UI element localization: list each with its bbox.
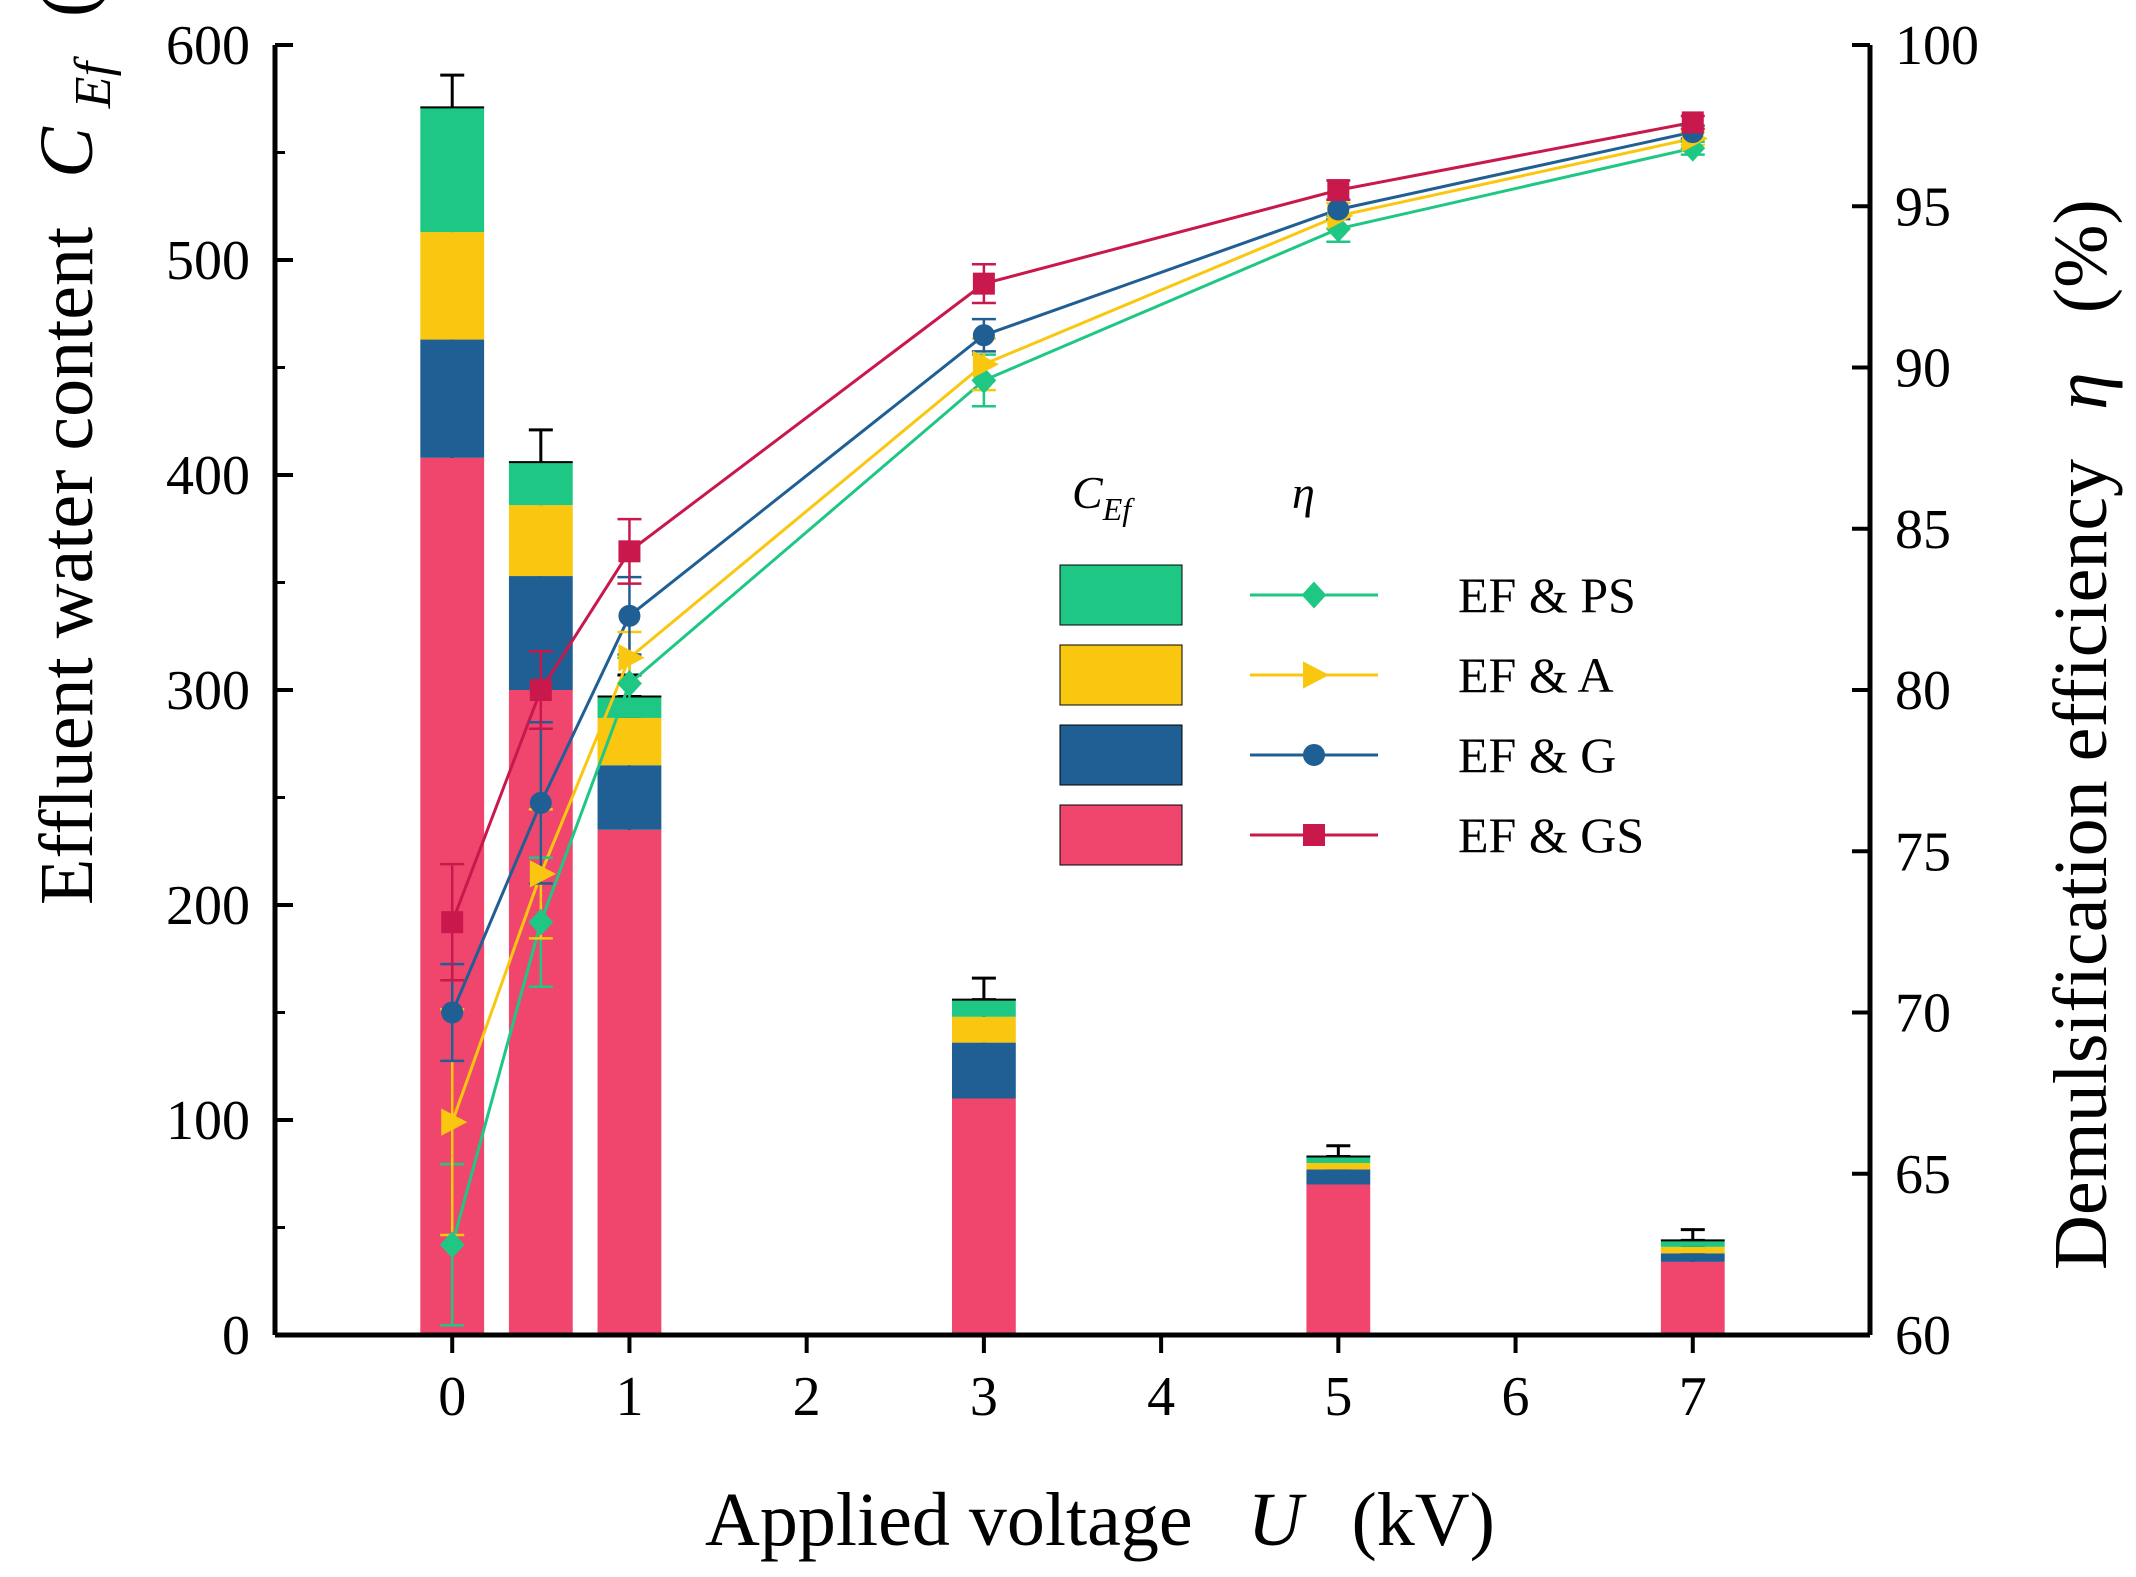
x-tick-label-0: 0 (438, 1366, 466, 1428)
legend-swatch-ef-g (1059, 724, 1183, 786)
legend-label-ef-gs: EF & GS (1458, 807, 1644, 863)
x-tick-label-6: 6 (1502, 1366, 1530, 1428)
line-point-0-2 (617, 670, 642, 698)
y-right-tick-label-3: 75 (1895, 821, 1951, 883)
line-point-2-2 (618, 604, 641, 627)
bar-ef-ps-0 (420, 107, 485, 233)
legend-marker-ef-gs (1303, 824, 1325, 846)
line-point-3-2 (618, 540, 641, 563)
y-right-tick-label-2: 70 (1895, 983, 1951, 1045)
bar-ef-ps-1 (508, 462, 573, 506)
bars-layer (420, 73, 1725, 1335)
line-series-1 (450, 137, 1694, 1123)
x-label-unit: (kV) (1351, 1478, 1495, 1562)
line-point-2-3 (972, 324, 995, 347)
line-point-1-1 (529, 860, 556, 888)
y-left-axis-title: Effluent water content C Ef (mg/L) (25, 0, 127, 905)
bar-ef-gs-2 (597, 829, 662, 1335)
bar-ef-ps-3 (951, 999, 1016, 1017)
bar-ef-gs-5 (1660, 1261, 1725, 1335)
y-right-label-symbol: η (2039, 372, 2123, 410)
y-right-tick-label-0: 60 (1895, 1305, 1951, 1367)
x-tick-label-2: 2 (793, 1366, 821, 1428)
y-left-label-text: Effluent water content (25, 227, 109, 905)
y-left-tick-label-0: 0 (222, 1305, 250, 1367)
bar-ef-g-3 (951, 1042, 1016, 1099)
bar-ef-a-4 (1306, 1163, 1371, 1170)
y-left-label-symbol: C (25, 126, 109, 178)
legend-swatch-ef-ps (1059, 564, 1183, 626)
legend-header-bars-symbol: C (1072, 467, 1104, 518)
legend-swatch-ef-a (1059, 644, 1183, 706)
y-right-axis-title: Demulsification efficiency η (%) (2039, 199, 2123, 1270)
y-left-tick-label-4: 400 (166, 445, 250, 507)
x-tick-label-4: 4 (1147, 1366, 1175, 1428)
x-label-text: Applied voltage (705, 1478, 1193, 1562)
y-right-tick-label-6: 90 (1895, 338, 1951, 400)
bar-ef-a-3 (951, 1016, 1016, 1043)
legend-marker-ef-a (1303, 661, 1330, 689)
line-point-0-1 (528, 908, 554, 936)
x-tick-label-7: 7 (1679, 1366, 1707, 1428)
line-point-1-3 (972, 350, 1000, 378)
bar-ef-gs-3 (951, 1098, 1016, 1335)
legend-header-bars: CEf (1072, 467, 1135, 527)
line-point-3-1 (529, 679, 552, 701)
y-left-tick-label-5: 500 (166, 230, 250, 292)
y-left-tick-label-1: 100 (166, 1090, 250, 1152)
bar-ef-ps-5 (1660, 1240, 1725, 1247)
line-point-2-1 (529, 791, 552, 814)
line-series-3 (450, 120, 1694, 923)
y-left-tick-label-3: 300 (166, 660, 250, 722)
line-point-3-3 (972, 272, 995, 295)
y-right-label-unit: (%) (2039, 199, 2123, 313)
x-tick-label-1: 1 (615, 1366, 643, 1428)
x-axis-title: Applied voltage U (kV) (705, 1478, 1495, 1562)
line-point-2-0 (441, 1001, 464, 1024)
line-point-3-5 (1681, 111, 1704, 134)
bar-ef-ps-4 (1306, 1156, 1371, 1163)
legend-marker-ef-ps (1301, 581, 1327, 609)
bar-ef-g-0 (420, 339, 485, 458)
x-tick-label-5: 5 (1324, 1366, 1352, 1428)
y-left-tick-label-6: 600 (166, 15, 250, 77)
bar-ef-a-1 (508, 505, 573, 577)
y-left-tick-label-2: 200 (166, 875, 250, 937)
legend-header-bars-subscript: Ef (1102, 491, 1136, 527)
bar-ef-gs-4 (1306, 1184, 1371, 1335)
y-right-tick-label-1: 65 (1895, 1144, 1951, 1206)
legend-label-ef-a: EF & A (1458, 647, 1614, 703)
bar-ef-g-4 (1306, 1169, 1371, 1185)
line-point-3-0 (441, 911, 464, 934)
y-left-label-subscript: Ef (65, 55, 122, 109)
y-right-tick-label-4: 80 (1895, 660, 1951, 722)
line-point-1-2 (618, 644, 645, 672)
line-point-1-0 (441, 1108, 468, 1136)
legend: CEf η EF & PS EF & A EF & G EF & GS (1059, 467, 1644, 866)
y-right-tick-label-7: 95 (1895, 176, 1951, 238)
bar-ef-a-0 (420, 232, 485, 340)
bar-ef-g-5 (1660, 1253, 1725, 1262)
y-right-tick-label-8: 100 (1895, 15, 1979, 77)
bar-ef-a-5 (1660, 1246, 1725, 1254)
line-series-0 (450, 146, 1694, 1246)
lines-layer (439, 111, 1708, 1327)
legend-label-ef-ps: EF & PS (1458, 567, 1636, 623)
y-left-label-unit: (mg/L) (25, 0, 109, 17)
x-label-symbol: U (1248, 1478, 1307, 1562)
y-right-tick-label-5: 85 (1895, 499, 1951, 561)
line-point-2-4 (1327, 198, 1350, 221)
line-point-3-4 (1327, 179, 1350, 202)
y-right-label-text: Demulsification efficiency (2039, 459, 2123, 1270)
line-series-2 (450, 130, 1694, 1014)
legend-marker-ef-g (1303, 744, 1325, 766)
legend-label-ef-g: EF & G (1458, 727, 1616, 783)
bar-ef-g-2 (597, 765, 662, 830)
x-tick-label-3: 3 (970, 1366, 998, 1428)
line-point-0-0 (439, 1231, 465, 1259)
legend-header-lines: η (1292, 467, 1315, 518)
legend-swatch-ef-gs (1059, 804, 1183, 866)
